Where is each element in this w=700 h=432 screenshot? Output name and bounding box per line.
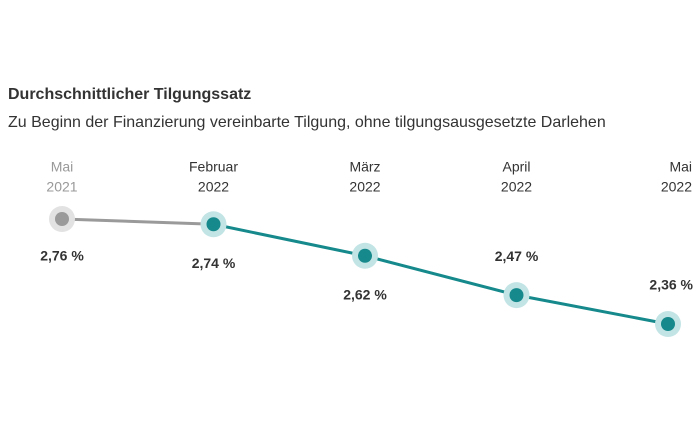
x-tick-year: 2022 xyxy=(349,179,380,195)
point xyxy=(661,317,675,331)
point xyxy=(55,212,69,226)
point xyxy=(206,217,221,232)
value-label: 2,62 % xyxy=(343,286,387,302)
value-label: 2,74 % xyxy=(192,255,236,271)
point xyxy=(509,288,524,303)
x-tick-year: 2022 xyxy=(501,179,532,195)
chart-subtitle: Zu Beginn der Finanzierung vereinbarte T… xyxy=(8,114,606,131)
x-tick-label: Februar xyxy=(189,159,238,175)
x-tick-year: 2021 xyxy=(46,179,77,195)
x-tick-year: 2022 xyxy=(661,179,692,195)
line-segment xyxy=(61,217,214,226)
x-tick-year: 2022 xyxy=(198,179,229,195)
value-label: 2,36 % xyxy=(649,277,693,293)
value-label: 2,76 % xyxy=(40,248,84,264)
point xyxy=(358,248,372,263)
line-segment xyxy=(213,222,366,258)
x-tick-label: März xyxy=(349,159,380,175)
line-segment xyxy=(364,254,517,297)
x-tick-label: Mai xyxy=(51,159,74,175)
value-label: 2,47 % xyxy=(495,248,539,264)
x-tick-label: Mai xyxy=(669,159,692,175)
x-tick-label: April xyxy=(502,159,530,175)
chart-title: Durchschnittlicher Tilgungssatz xyxy=(8,86,251,103)
line-segment xyxy=(516,293,669,326)
